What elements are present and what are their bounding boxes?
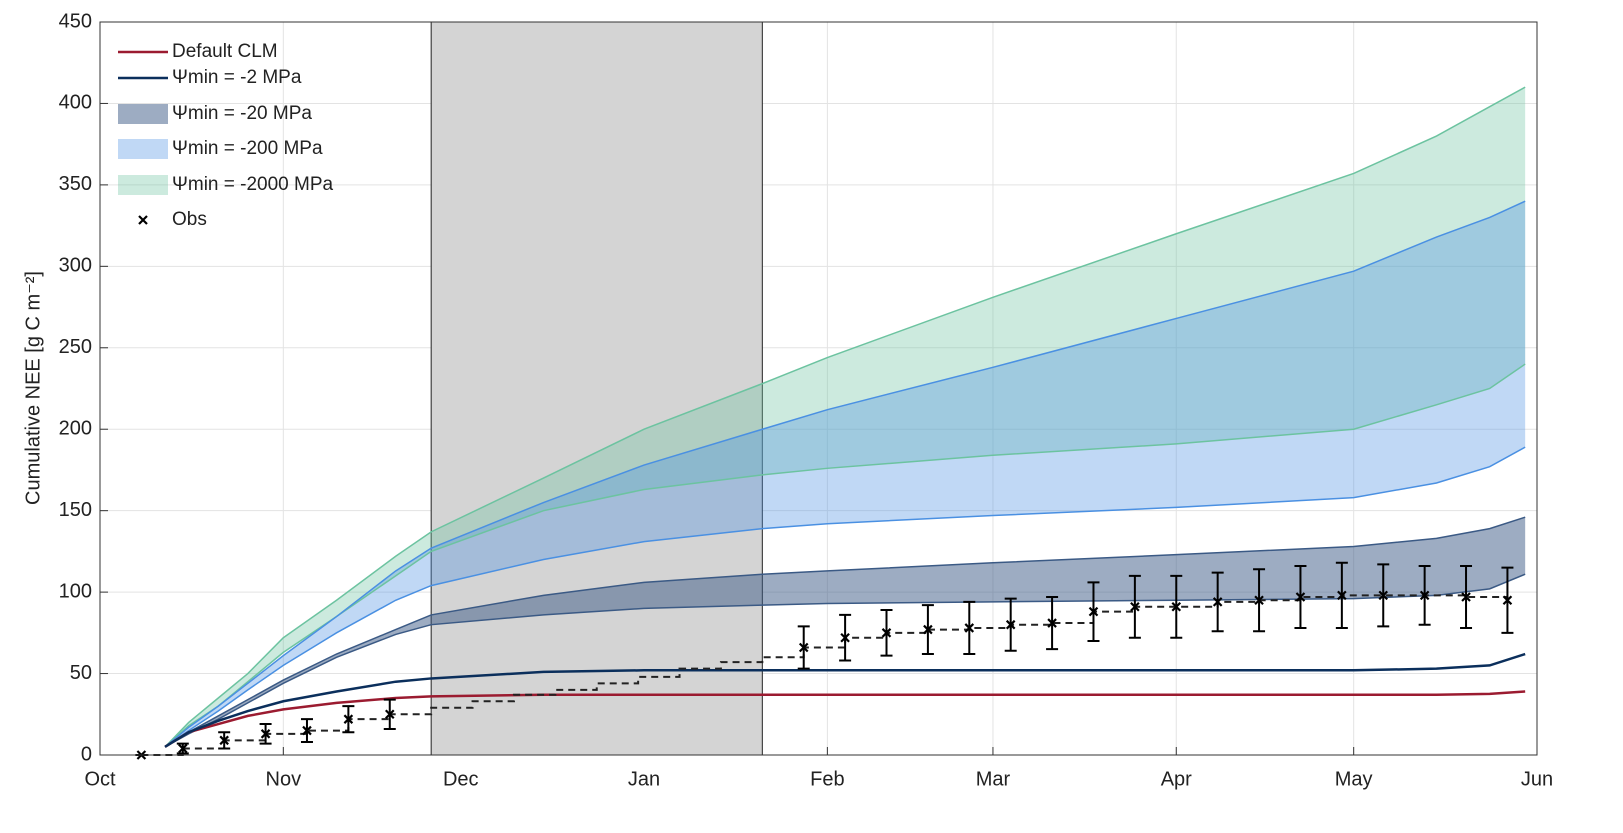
obs-marker	[1088, 606, 1099, 617]
y-axis-label: Cumulative NEE [g C m⁻²]	[22, 271, 44, 505]
legend-label: Ψmin = -20 MPa	[172, 103, 312, 124]
obs-marker	[219, 735, 229, 746]
obs-marker	[1254, 595, 1264, 606]
legend-swatch	[118, 175, 168, 195]
line	[164, 690, 1526, 748]
obs-marker	[1461, 592, 1471, 602]
obs-marker	[1419, 590, 1430, 601]
x-tick-label: Mar	[976, 768, 1011, 790]
band-fill	[165, 201, 1526, 747]
legend-swatch	[118, 104, 168, 124]
x-tick-label: May	[1335, 768, 1373, 790]
obs-marker	[923, 624, 933, 635]
legend-label: Default CLM	[172, 41, 278, 62]
legend-label: Ψmin = -2000 MPa	[172, 174, 334, 195]
legend-label: Obs	[172, 209, 207, 230]
obs-marker	[343, 714, 354, 724]
y-tick-label: 150	[59, 499, 92, 521]
band-fill	[165, 517, 1526, 747]
legend-label: Ψmin = -2 MPa	[172, 67, 302, 88]
y-tick-label: 0	[81, 743, 92, 765]
x-tick-label: Nov	[266, 768, 302, 790]
x-tick-label: Apr	[1161, 768, 1192, 790]
obs-marker	[302, 725, 312, 736]
y-tick-label: 300	[59, 255, 92, 277]
band-edge	[164, 86, 1526, 748]
obs-marker	[1212, 597, 1223, 607]
y-tick-label: 350	[59, 173, 92, 195]
legend-swatch	[118, 139, 168, 159]
y-tick-label: 200	[59, 418, 92, 440]
obs-marker	[840, 632, 850, 643]
line	[164, 652, 1526, 748]
y-tick-label: 50	[70, 662, 92, 684]
legend-label: Ψmin = -200 MPa	[172, 138, 323, 159]
legend-swatch	[138, 215, 148, 225]
shaded-region	[430, 21, 763, 756]
obs-marker	[1502, 595, 1513, 606]
obs-marker	[964, 623, 975, 633]
band-edge	[164, 363, 1526, 748]
band-edge	[164, 446, 1526, 748]
band-fill	[165, 87, 1526, 747]
obs-marker	[1047, 618, 1057, 628]
obs-marker	[1337, 590, 1347, 601]
y-tick-label: 250	[59, 336, 92, 358]
band-edge	[164, 200, 1526, 748]
x-tick-label: Oct	[84, 768, 116, 790]
plot-border	[99, 21, 1538, 756]
x-tick-label: Feb	[810, 768, 844, 790]
y-tick-label: 100	[59, 580, 92, 602]
obs-marker	[1130, 601, 1140, 612]
y-tick-label: 450	[59, 10, 92, 32]
obs-marker	[798, 642, 809, 653]
obs-marker	[178, 743, 188, 754]
band-edge	[164, 516, 1526, 748]
x-tick-label: Dec	[443, 768, 479, 790]
obs-marker	[1171, 601, 1182, 612]
obs-marker	[1378, 590, 1389, 601]
x-tick-label: Jan	[628, 768, 660, 790]
obs-marker	[1005, 619, 1016, 630]
obs-marker	[881, 628, 892, 638]
plot-background	[100, 22, 1537, 755]
band-edge	[164, 573, 1526, 748]
obs-marker	[260, 729, 271, 739]
y-tick-label: 400	[59, 92, 92, 114]
obs-marker	[1295, 592, 1306, 602]
obs-marker	[384, 709, 395, 720]
x-tick-label: Jun	[1521, 768, 1553, 790]
